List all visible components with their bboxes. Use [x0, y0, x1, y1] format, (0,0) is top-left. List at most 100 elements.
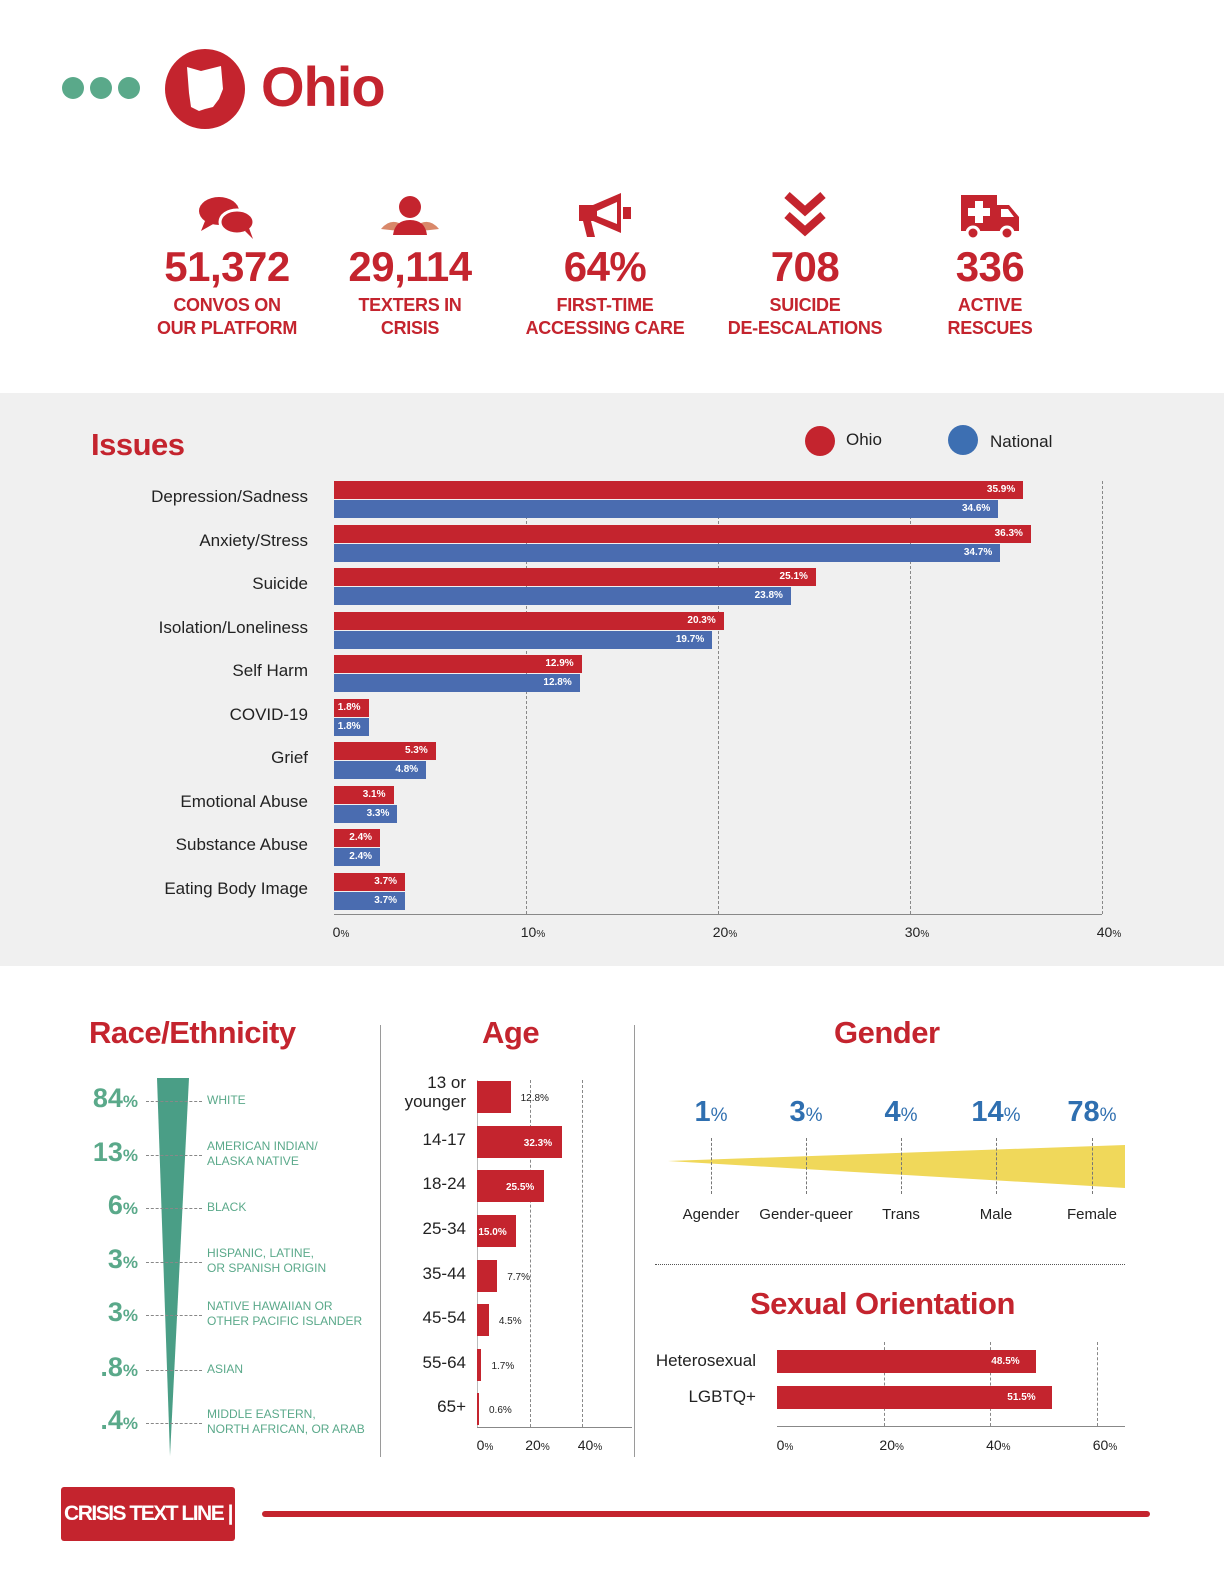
- gender-label: Agender: [682, 1206, 740, 1223]
- race-percent: 13%: [92, 1137, 138, 1167]
- gender-percent: 14%: [971, 1096, 1021, 1128]
- orientation-bar: 48.5%: [777, 1350, 1036, 1373]
- gridline: [529, 1080, 531, 1427]
- bar-ohio: 20.3%: [334, 611, 724, 630]
- age-bar: [477, 1215, 517, 1247]
- leader-line: [146, 1262, 202, 1263]
- gender-title: Gender: [834, 1015, 940, 1050]
- age-bar: [477, 1126, 562, 1158]
- gridline: [1097, 1342, 1098, 1426]
- bar-value-label: 36.3%: [994, 527, 1023, 539]
- bar-national: 4.8%: [334, 761, 427, 779]
- x-axis: [477, 1427, 632, 1428]
- bar-national: 1.8%: [334, 717, 369, 736]
- leader-line: [146, 1101, 202, 1102]
- x-tick-label: 40%: [1096, 924, 1122, 940]
- bar-national: 12.8%: [334, 674, 580, 692]
- age-value-label: 32.3%: [523, 1138, 553, 1149]
- leader-line: [146, 1423, 202, 1424]
- x-tick-label: 30%: [904, 924, 930, 940]
- legend-ohio-label: Ohio: [846, 430, 882, 449]
- issue-label: Suicide: [252, 574, 308, 593]
- race-percent: .8%: [100, 1352, 138, 1382]
- age-bar: [477, 1170, 544, 1202]
- orientation-label: LGBTQ+: [688, 1387, 756, 1406]
- bar-ohio: 3.1%: [334, 785, 394, 804]
- stat-label: CONVOS ON OUR PLATFORM: [156, 295, 298, 338]
- bar-value-label: 1.8%: [337, 720, 361, 732]
- orientation-title: Sexual Orientation: [750, 1286, 1015, 1321]
- gender-percent: 4%: [884, 1096, 918, 1128]
- race-label: WHITE: [207, 1093, 246, 1107]
- gender-label: Female: [1066, 1206, 1118, 1223]
- person-icon: [315, 185, 505, 241]
- bar-value-label: 23.8%: [754, 590, 783, 601]
- stat-de-escalations: 708 SUICIDE DE-ESCALATIONS: [710, 185, 900, 340]
- menu-dot: [90, 77, 112, 99]
- age-bar: [477, 1260, 498, 1292]
- bar-value-label: 2.4%: [349, 832, 373, 843]
- leader-line: [146, 1208, 202, 1209]
- issue-label: Anxiety/Stress: [199, 530, 308, 550]
- stat-value: 51,372: [164, 243, 290, 290]
- stat-texters: 29,114 TEXTERS IN CRISIS: [315, 185, 505, 340]
- gridline: [582, 1080, 583, 1427]
- gridline: [883, 1342, 885, 1426]
- gender-divider: [655, 1264, 1125, 1265]
- x-tick-label: 0%: [776, 1437, 794, 1453]
- x-axis: [334, 914, 1102, 915]
- stat-label: FIRST-TIME ACCESSING CARE: [525, 295, 685, 338]
- stat-rescues: 336 ACTIVE RESCUES: [895, 185, 1085, 340]
- bar-value-label: 3.7%: [374, 894, 398, 906]
- race-label: MIDDLE EASTERN, NORTH AFRICAN, OR ARAB: [207, 1407, 365, 1436]
- age-value-label: 1.7%: [491, 1361, 515, 1372]
- stat-value: 29,114: [348, 243, 472, 290]
- bar-national: 34.7%: [334, 543, 1001, 562]
- stat-value: 64%: [563, 243, 647, 290]
- x-tick-label: 20%: [879, 1437, 904, 1453]
- bar-national: 23.8%: [334, 587, 791, 605]
- bar-ohio: 2.4%: [334, 829, 381, 847]
- age-bar: [477, 1349, 482, 1381]
- gender-tick: [996, 1138, 997, 1194]
- gender-tick: [1092, 1138, 1093, 1194]
- gender-percent: 3%: [789, 1096, 823, 1128]
- age-value-label: 0.6%: [489, 1405, 512, 1416]
- x-tick-label: 60%: [1092, 1437, 1118, 1453]
- bar-ohio: 35.9%: [334, 481, 1024, 499]
- x-tick-label: 20%: [525, 1437, 550, 1453]
- bar-value-label: 12.8%: [543, 677, 572, 688]
- issues-title: Issues: [91, 427, 185, 462]
- bar-value-label: 1.8%: [337, 701, 361, 713]
- y-axis: [477, 1080, 478, 1427]
- issue-label: Grief: [271, 748, 308, 767]
- bar-value-label: 5.3%: [404, 745, 428, 756]
- x-tick-label: 20%: [712, 924, 738, 940]
- section-divider: [634, 1025, 635, 1457]
- ambulance-icon: [895, 185, 1085, 241]
- issue-label: Isolation/Loneliness: [158, 617, 308, 637]
- gender-tick: [806, 1138, 807, 1194]
- bar-value-label: 35.9%: [986, 484, 1016, 495]
- orientation-bar: 51.5%: [777, 1386, 1052, 1409]
- menu-dot: [118, 77, 140, 99]
- gridline: [1102, 481, 1103, 914]
- x-tick-label: 0%: [476, 1437, 494, 1453]
- issue-label: Depression/Sadness: [151, 487, 308, 506]
- gender-tick: [711, 1138, 712, 1194]
- bar-ohio: 3.7%: [334, 872, 406, 891]
- race-label: AMERICAN INDIAN/ALASKA NATIVE: [207, 1139, 318, 1168]
- age-label: 13 or younger: [404, 1073, 466, 1111]
- bar-national: 34.6%: [334, 500, 999, 518]
- legend-national-swatch: [948, 425, 978, 455]
- race-percent: 6%: [107, 1190, 138, 1220]
- issue-label: COVID-19: [229, 704, 308, 724]
- age-value-label: 15.0%: [478, 1227, 507, 1238]
- bar-national: 19.7%: [334, 630, 713, 649]
- chat-bubbles-icon: [132, 185, 322, 241]
- bar-ohio: 5.3%: [334, 742, 436, 760]
- bar-ohio: 25.1%: [334, 568, 816, 586]
- bar-value-label: 3.1%: [362, 788, 386, 800]
- stat-label: SUICIDE DE-ESCALATIONS: [727, 295, 883, 338]
- gender-percent: 78%: [1067, 1096, 1117, 1128]
